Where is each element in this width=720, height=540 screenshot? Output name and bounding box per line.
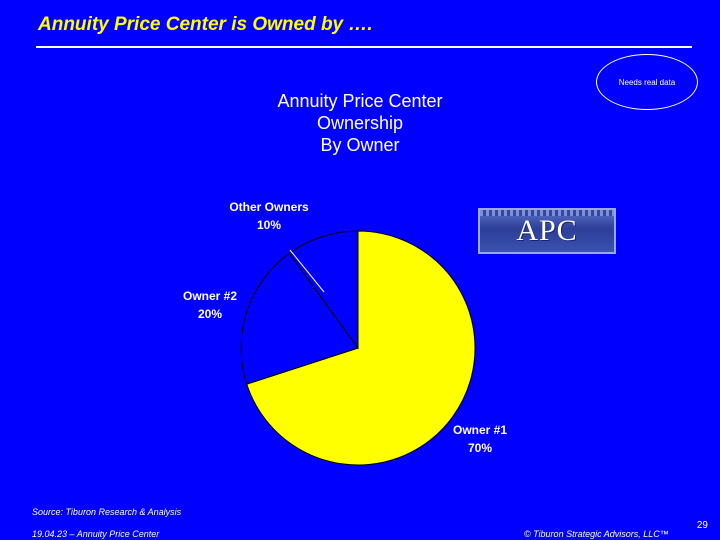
chart-title-line-3: By Owner — [320, 135, 400, 155]
page-number: 29 — [696, 520, 708, 531]
owner2-value: 20% — [197, 307, 223, 321]
owner1-value: 70% — [467, 441, 493, 455]
chart-title: Annuity Price Center Ownership By Owner — [230, 90, 490, 156]
owner2-name: Owner #2 — [182, 289, 238, 303]
apc-logo: APC — [478, 208, 616, 254]
other-owners-value: 10% — [256, 218, 282, 232]
needs-data-text: Needs real data — [618, 77, 676, 87]
other-owners-label: Other Owners 10% — [224, 198, 314, 234]
owner1-name: Owner #1 — [452, 423, 508, 437]
footer-copyright: © Tiburon Strategic Advisors, LLC™ — [524, 529, 669, 539]
pie-slice-other-owners — [288, 230, 359, 350]
owner2-label: Owner #2 20% — [170, 287, 250, 323]
needs-data-callout: Needs real data — [596, 54, 698, 110]
title-divider — [36, 46, 692, 48]
owner1-label: Owner #1 70% — [440, 421, 520, 457]
chart-title-line-1: Annuity Price Center — [277, 91, 443, 111]
chart-title-line-2: Ownership — [316, 113, 404, 133]
pie-slice-owner2 — [240, 252, 359, 385]
other-owners-name: Other Owners — [229, 200, 309, 214]
footer-date-title: 19.04.23 – Annuity Price Center — [32, 529, 160, 539]
source-note: Source: Tiburon Research & Analysis — [32, 507, 182, 517]
apc-logo-text: APC — [516, 214, 578, 247]
slide-title: Annuity Price Center is Owned by …. — [38, 14, 373, 35]
other-owners-leader-line — [289, 249, 325, 293]
pie-slice-owner1 — [246, 230, 476, 466]
